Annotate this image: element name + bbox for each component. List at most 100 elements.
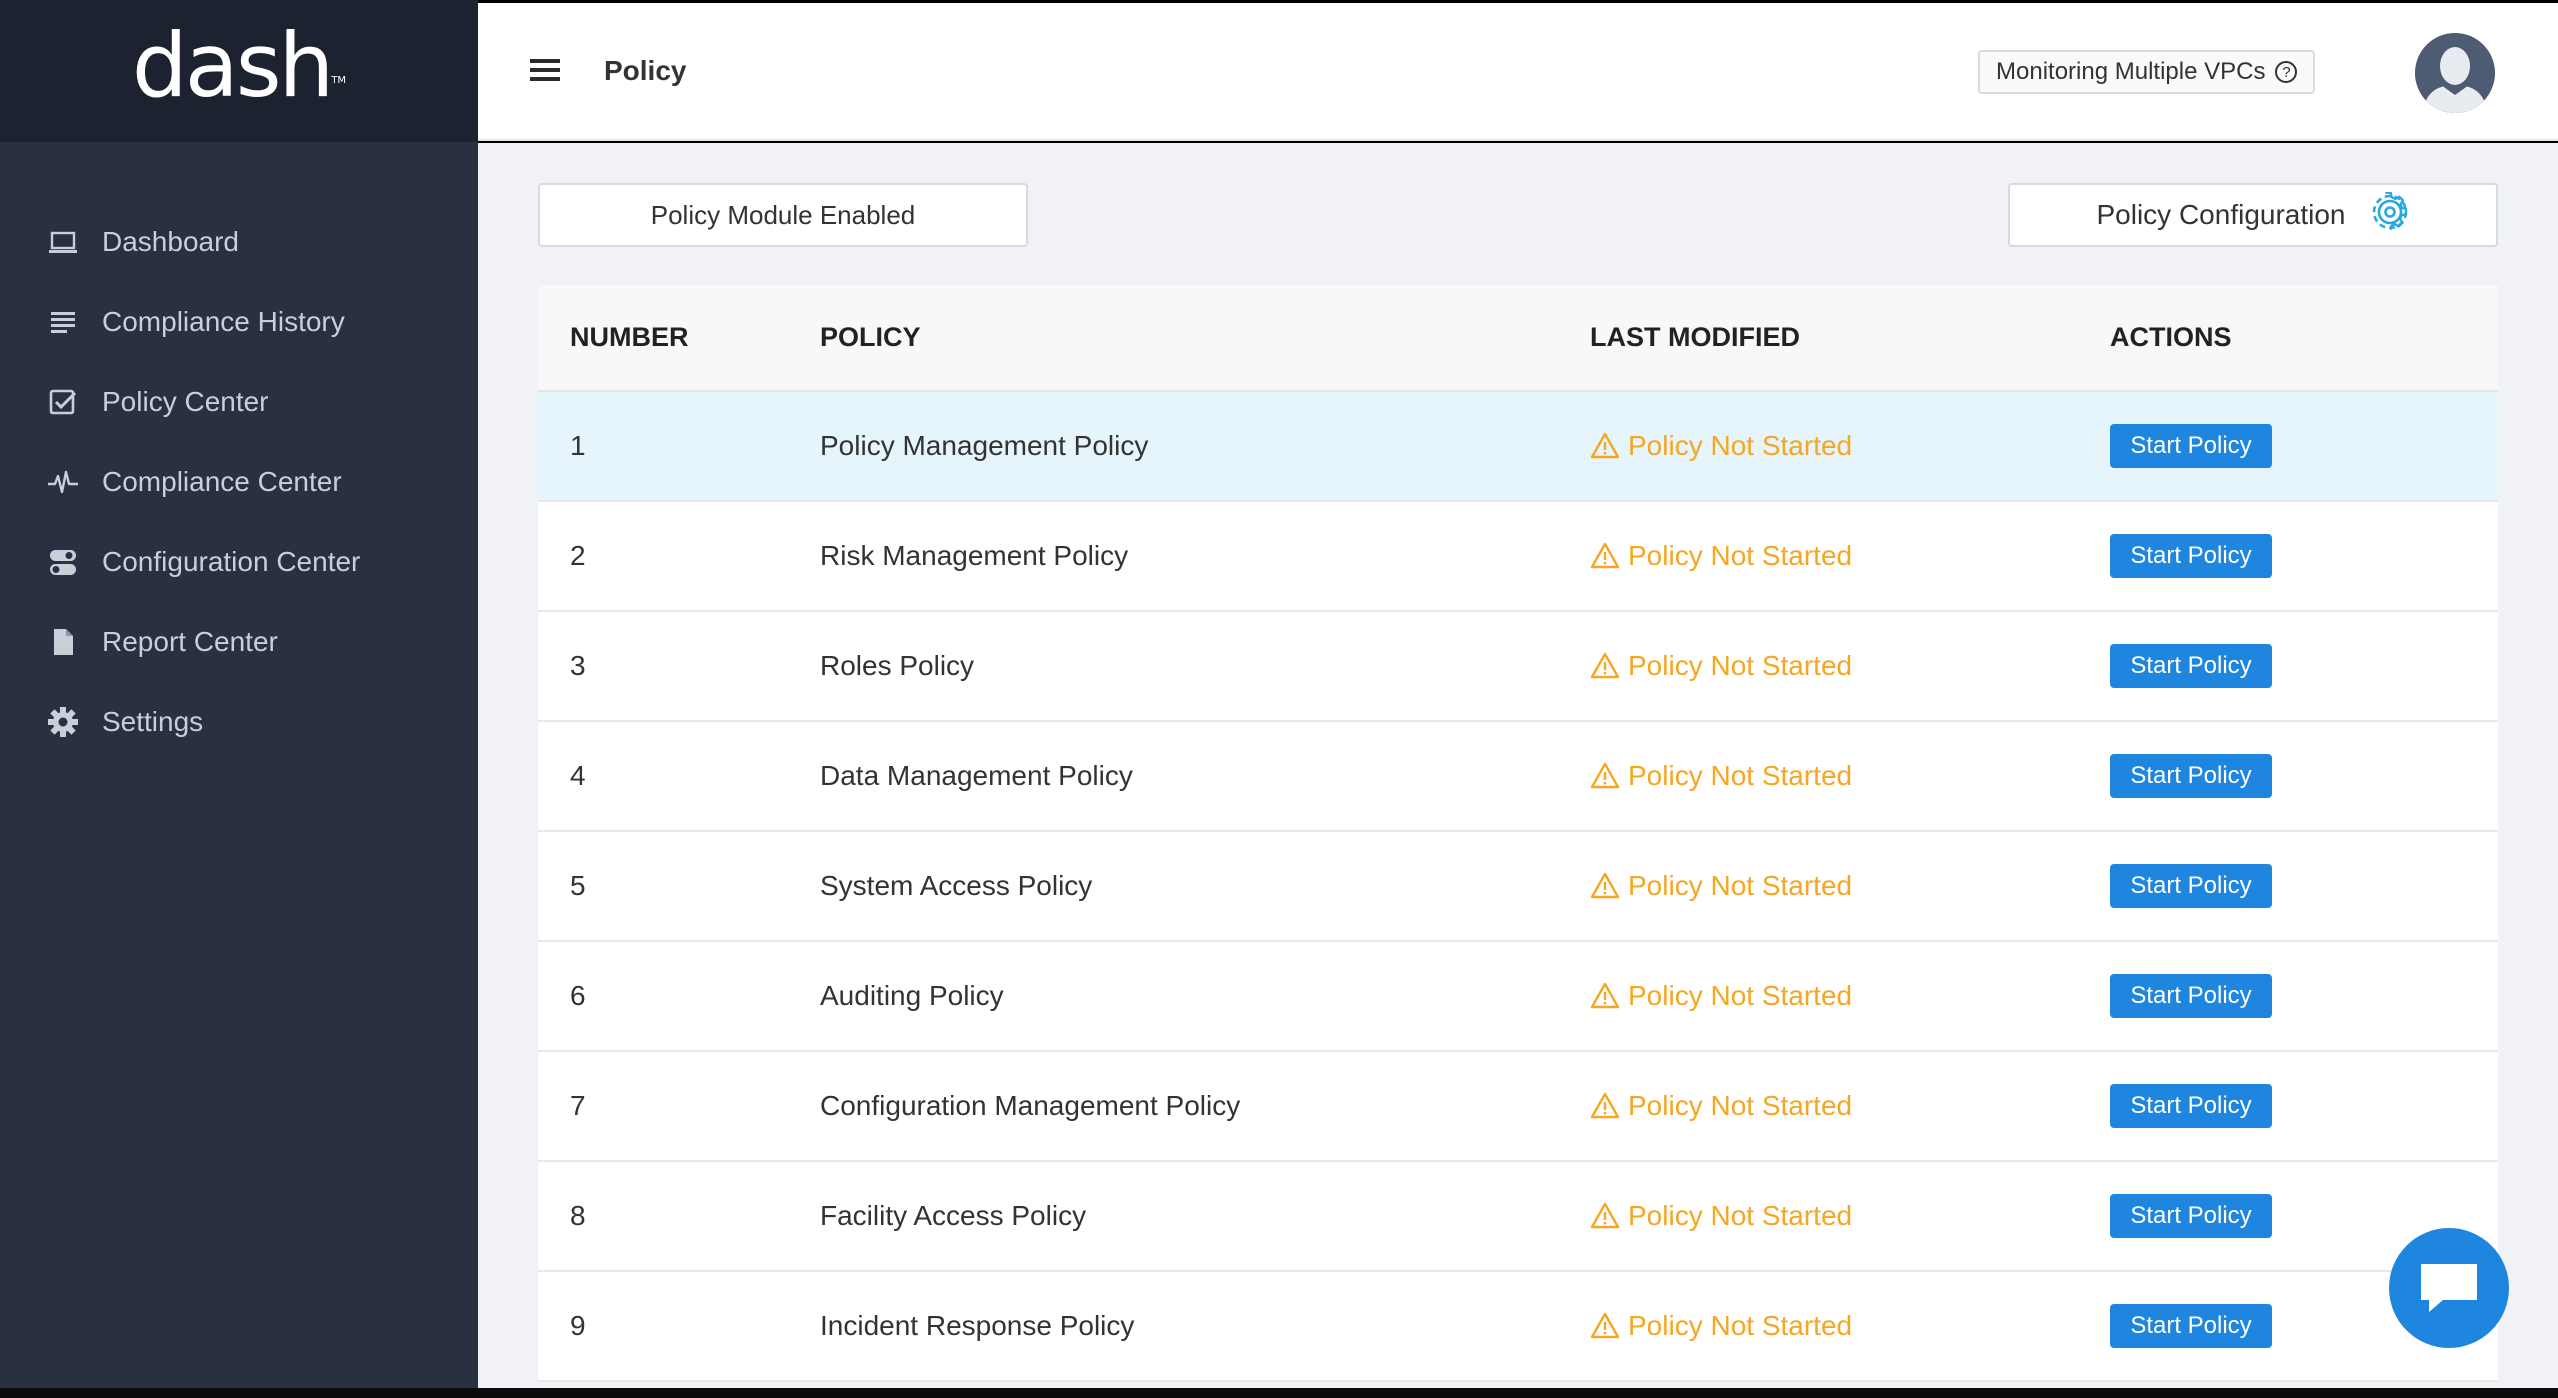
warning-icon (1590, 982, 1620, 1009)
status-text: Policy Not Started (1628, 980, 1853, 1011)
sidebar-item-compliance-center[interactable]: Compliance Center (0, 442, 478, 522)
policy-number: 2 (570, 540, 586, 571)
start-policy-button[interactable]: Start Policy (2110, 754, 2272, 798)
sidebar-item-label: Compliance History (102, 306, 345, 337)
actions-cell: Start Policy (2110, 1194, 2498, 1238)
start-policy-button[interactable]: Start Policy (2110, 644, 2272, 688)
actions-cell: Start Policy (2110, 754, 2498, 798)
toggles-icon (46, 545, 80, 579)
policy-configuration-button[interactable]: Policy Configuration (2008, 183, 2498, 247)
table-row[interactable]: 2 Risk Management Policy Policy Not Starte… (538, 502, 2498, 612)
gear-icon (46, 705, 80, 739)
start-policy-button[interactable]: Start Policy (2110, 424, 2272, 468)
start-policy-button[interactable]: Start Policy (2110, 974, 2272, 1018)
top-bar: Policy Monitoring Multiple VPCs ? (478, 3, 2558, 141)
table-row[interactable]: 6 Auditing Policy Policy Not Started Start … (538, 942, 2498, 1052)
table-body: 1 Policy Management Policy Policy Not Star… (538, 392, 2498, 1382)
warning-icon (1590, 1202, 1620, 1229)
policy-status: Policy Not Started (1590, 760, 2110, 792)
main-content: Policy Module Enabled Policy Configurati… (478, 143, 2558, 1388)
table-row[interactable]: 9 Incident Response Policy Policy Not Star… (538, 1272, 2498, 1382)
start-policy-button[interactable]: Start Policy (2110, 534, 2272, 578)
policy-name: Facility Access Policy (820, 1200, 1087, 1231)
sidebar-item-compliance-history[interactable]: Compliance History (0, 282, 478, 362)
sidebar-item-report-center[interactable]: Report Center (0, 602, 478, 682)
policy-number: 8 (570, 1200, 586, 1231)
actions-cell: Start Policy (2110, 1304, 2498, 1348)
status-text: Policy Not Started (1628, 1090, 1853, 1121)
warning-icon (1590, 762, 1620, 789)
sidebar-item-configuration-center[interactable]: Configuration Center (0, 522, 478, 602)
sidebar-item-settings[interactable]: Settings (0, 682, 478, 762)
vpc-monitoring-badge[interactable]: Monitoring Multiple VPCs ? (1978, 50, 2316, 94)
status-text: Policy Not Started (1628, 1310, 1853, 1341)
actions-cell: Start Policy (2110, 1084, 2498, 1128)
list-icon (46, 305, 80, 339)
policy-status: Policy Not Started (1590, 430, 2110, 462)
help-icon[interactable]: ? (2275, 61, 2298, 83)
status-text: Policy Not Started (1628, 540, 1853, 571)
sidebar-item-label: Settings (102, 706, 204, 737)
sidebar-item-policy-center[interactable]: Policy Center (0, 362, 478, 442)
policy-name: System Access Policy (820, 870, 1093, 901)
warning-icon (1590, 1312, 1620, 1339)
policy-name: Data Management Policy (820, 760, 1133, 791)
status-text: Policy Not Started (1628, 1200, 1853, 1231)
actions-cell: Start Policy (2110, 864, 2498, 908)
status-text: Policy Not Started (1628, 760, 1853, 791)
policy-name: Auditing Policy (820, 980, 1004, 1011)
policy-name: Risk Management Policy (820, 540, 1129, 571)
vpc-badge-label: Monitoring Multiple VPCs (1996, 58, 2266, 85)
policy-number: 4 (570, 760, 586, 791)
start-policy-button[interactable]: Start Policy (2110, 1084, 2272, 1128)
policy-status: Policy Not Started (1590, 870, 2110, 902)
table-row[interactable]: 1 Policy Management Policy Policy Not Star… (538, 392, 2498, 502)
status-text: Policy Not Started (1628, 650, 1853, 681)
policy-number: 7 (570, 1090, 586, 1121)
warning-icon (1590, 542, 1620, 569)
policy-number: 6 (570, 980, 586, 1011)
table-row[interactable]: 3 Roles Policy Policy Not Started Start Pol… (538, 612, 2498, 722)
checkbox-icon (46, 385, 80, 419)
actions-cell: Start Policy (2110, 424, 2498, 468)
status-text: Policy Not Started (1628, 870, 1853, 901)
policy-status: Policy Not Started (1590, 980, 2110, 1012)
pulse-icon (46, 465, 80, 499)
table-header: NUMBER POLICY LAST MODIFIED ACTIONS (538, 285, 2498, 392)
table-row[interactable]: 5 System Access Policy Policy Not Started S… (538, 832, 2498, 942)
sidebar-nav: Dashboard Compliance History Policy Cent… (0, 142, 478, 762)
start-policy-button[interactable]: Start Policy (2110, 1304, 2272, 1348)
laptop-icon (46, 225, 80, 259)
policy-name: Incident Response Policy (820, 1310, 1135, 1341)
policy-number: 1 (570, 430, 586, 461)
logo-area: dashTM (0, 0, 478, 142)
warning-icon (1590, 652, 1620, 679)
policy-status: Policy Not Started (1590, 1310, 2110, 1342)
dash-logo[interactable]: dashTM (131, 13, 347, 117)
policy-name: Policy Management Policy (820, 430, 1149, 461)
table-row[interactable]: 8 Facility Access Policy Policy Not Starte… (538, 1162, 2498, 1272)
sidebar-item-label: Configuration Center (102, 546, 361, 577)
table-row[interactable]: 7 Configuration Management Policy Policy N… (538, 1052, 2498, 1162)
policy-number: 5 (570, 870, 586, 901)
sidebar-item-label: Dashboard (102, 226, 239, 257)
policy-status: Policy Not Started (1590, 1090, 2110, 1122)
sidebar-item-label: Compliance Center (102, 466, 342, 497)
start-policy-button[interactable]: Start Policy (2110, 1194, 2272, 1238)
actions-cell: Start Policy (2110, 974, 2498, 1018)
user-avatar[interactable] (2415, 33, 2495, 113)
policy-number: 3 (570, 650, 586, 681)
sidebar-item-dashboard[interactable]: Dashboard (0, 202, 478, 282)
gear-icon (2372, 192, 2407, 230)
warning-icon (1590, 1092, 1620, 1119)
table-row[interactable]: 4 Data Management Policy Policy Not Starte… (538, 722, 2498, 832)
chat-button[interactable] (2389, 1228, 2509, 1348)
policy-module-status-button[interactable]: Policy Module Enabled (538, 183, 1028, 247)
sidebar: dashTM Dashboard Compliance History Poli… (0, 0, 478, 1388)
menu-icon[interactable] (530, 59, 560, 81)
policy-configuration-label: Policy Configuration (2096, 199, 2346, 230)
start-policy-button[interactable]: Start Policy (2110, 864, 2272, 908)
column-header-number: NUMBER (570, 322, 689, 352)
policy-number: 9 (570, 1310, 586, 1341)
actions-cell: Start Policy (2110, 534, 2498, 578)
